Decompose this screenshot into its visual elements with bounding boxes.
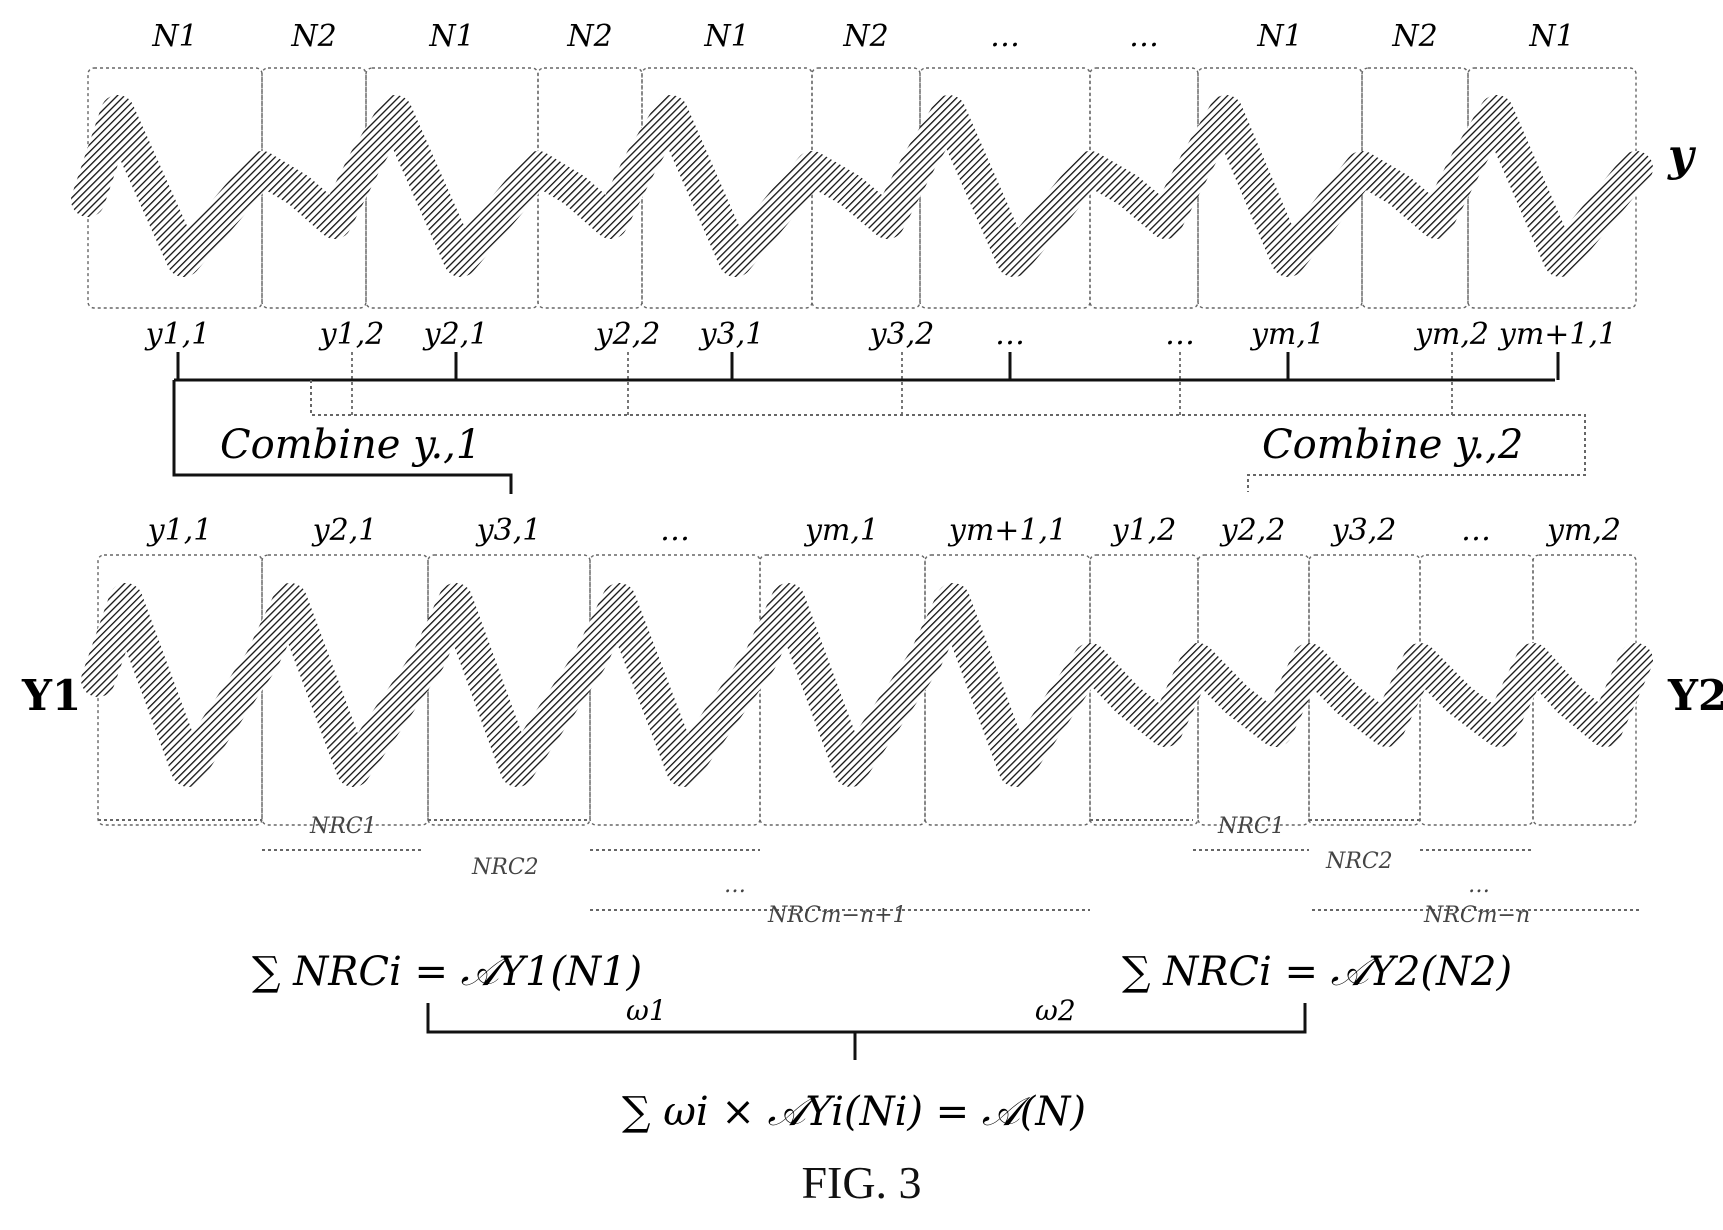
weight-bracket [426,1003,1307,1034]
nrc-right-last: NRCm−n [1423,903,1530,928]
bottom-segment-label: ym+1,1 [947,513,1067,548]
top-segment-label: N1 [1528,19,1574,54]
Y2-label: Y2 [1667,671,1723,720]
bottom-segment-label: y3,1 [475,513,542,548]
top-segment-box [1089,67,1199,309]
bracket-bus-dotted [310,380,1586,492]
top-sub-label: … [995,317,1025,352]
omega-1: ω1 [626,994,667,1027]
top-segment-label: N1 [151,19,197,54]
top-sub-label: y1,1 [144,317,211,352]
figure-caption: FIG. 3 [801,1157,922,1208]
bottom-signals: y1,1 y2,1 y3,1 … ym,1 ym+1,1 y1,2 y2,2 y3,2 … ym,2… [21,513,1723,826]
top-segment-label: N1 [703,19,749,54]
bottom-segment-label: … [660,513,690,548]
equations: ∑ NRCi = 𝒜Y1(N1) ∑ NRCi = 𝒜Y2(N2) ω1 ω2 … [252,949,1512,1135]
sub-segment-bracket: y1,1 y1,2 y2,1 y2,2 y3,1 y3,2 … … ym,1 ym,2 ym+1,1… [144,317,1617,494]
top-sub-label: y2,1 [422,317,489,352]
top-segment-label: … [990,19,1020,54]
bottom-segment-label: y3,2 [1330,513,1397,548]
top-sub-label: y2,2 [594,317,661,352]
top-sub-label: … [1165,317,1195,352]
bottom-segment-labels: y1,1 y2,1 y3,1 … ym,1 ym+1,1 y1,2 y2,2 y3,2 … ym,2 [146,513,1621,548]
Y1-segment-box [759,554,926,826]
top-segment-label: N1 [1256,19,1302,54]
bottom-segment-label: y2,2 [1219,513,1286,548]
top-sub-label: ym,1 [1249,317,1325,352]
Y1-waveform [81,583,1107,787]
bottom-segment-label: y1,2 [1110,513,1177,548]
top-sub-label: ym,2 [1413,317,1489,352]
nrc-brackets [98,819,1640,911]
nrc-right-1: NRC1 [1217,814,1285,839]
bottom-segment-label: y2,1 [311,513,378,548]
top-signal-y: N1 N2 N1 N2 N1 N2 … … N1 N2 N1 y [71,19,1697,309]
nrc-left-ellipsis: … [724,873,746,898]
top-sub-label: y3,2 [868,317,935,352]
Y2-segment-box [1419,554,1534,826]
top-sub-labels: y1,1 y1,2 y2,1 y2,2 y3,1 y3,2 … … ym,1 ym,2 ym+1,1 [144,317,1617,352]
combine-right-label: Combine y.,2 [1262,422,1523,468]
top-waveform [71,95,1653,277]
top-segment-box [811,67,921,309]
top-sub-label: y3,1 [698,317,765,352]
top-segment-label: … [1129,19,1159,54]
equation-final: ∑ ωi × 𝒜Yi(Ni) = 𝒜(N) [622,1089,1086,1135]
top-sub-label: ym+1,1 [1497,317,1617,352]
bottom-segment-label: … [1461,513,1491,548]
signal-y-label: y [1667,130,1697,181]
omega-2: ω2 [1035,994,1076,1027]
bottom-segment-label: ym,1 [803,513,879,548]
bottom-segment-label: y1,1 [146,513,213,548]
sub-segment-ticks [176,352,1560,415]
Y2-waveform [1073,643,1653,747]
top-sub-label: y1,2 [318,317,385,352]
nrc-left-1: NRC1 [309,814,377,839]
nrc-labels: NRC1 NRC2 … NRCm−n+1 NRC1 NRC2 … NRCm−n [309,814,1530,928]
top-segment-label: N1 [428,19,474,54]
nrc-right-ellipsis: … [1468,873,1490,898]
top-segment-box [87,67,263,309]
equation-left: ∑ NRCi = 𝒜Y1(N1) [252,949,642,995]
top-segment-label: N2 [1391,19,1437,54]
top-segment-label: N2 [566,19,612,54]
combine-left-label: Combine y.,1 [220,422,481,468]
Y1-label: Y1 [21,671,81,720]
nrc-left-2: NRC2 [471,855,539,880]
bottom-segment-label: ym,2 [1545,513,1621,548]
top-segment-label: N2 [842,19,888,54]
nrc-right-2: NRC2 [1325,849,1393,874]
top-segment-labels: N1 N2 N1 N2 N1 N2 … … N1 N2 N1 [151,19,1574,54]
equation-right: ∑ NRCi = 𝒜Y2(N2) [1122,949,1512,995]
combine-left-connector [172,380,513,494]
top-segment-box [1467,67,1637,309]
top-segment-label: N2 [290,19,336,54]
nrc-left-last: NRCm−n+1 [767,903,907,928]
